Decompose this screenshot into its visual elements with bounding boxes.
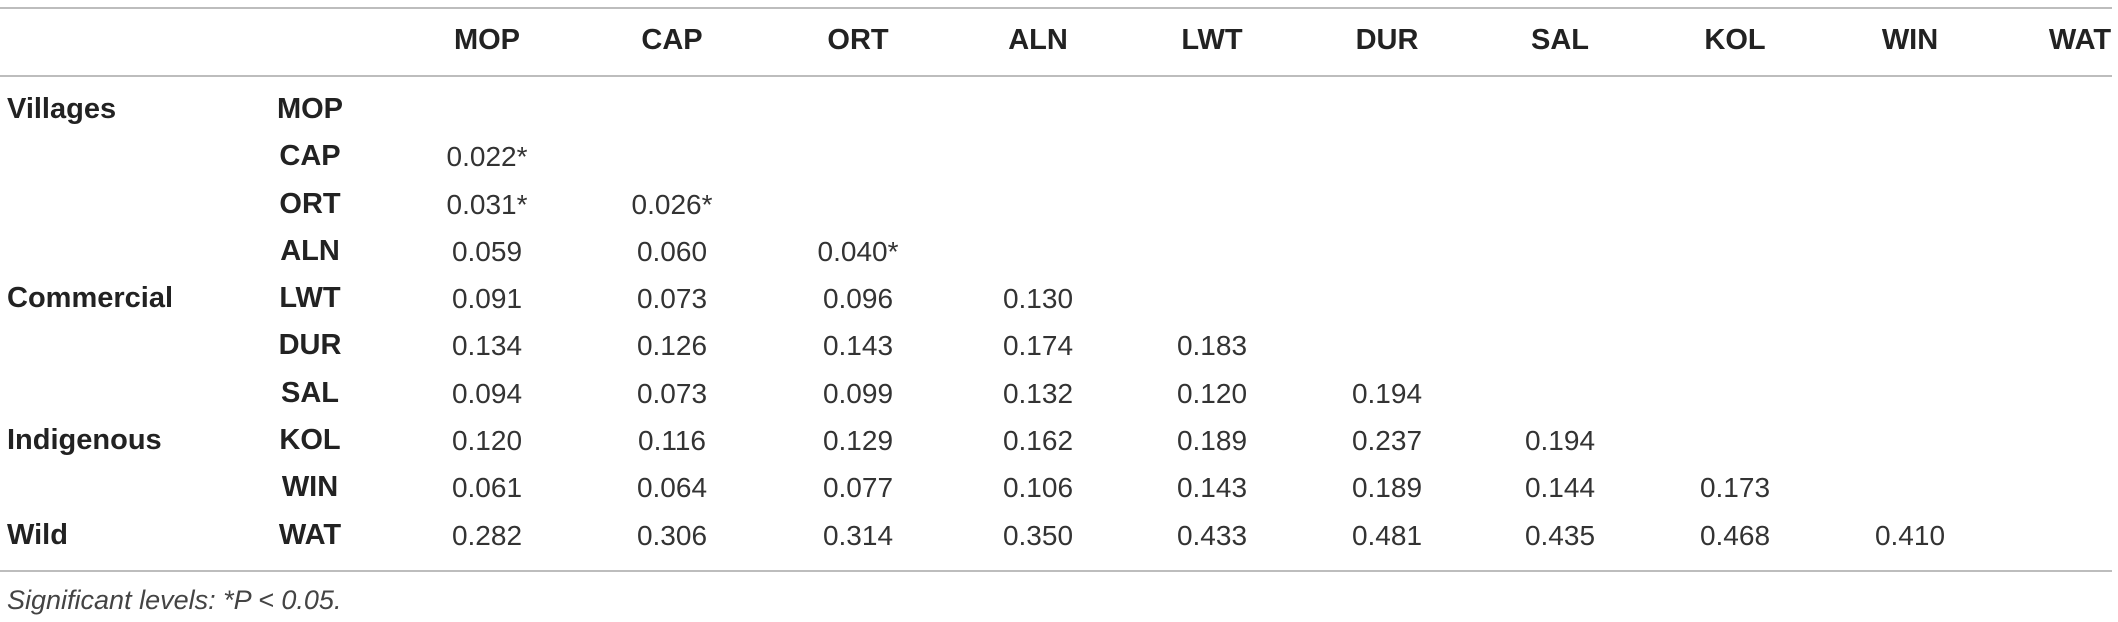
table-cell: 0.237 — [1351, 425, 1423, 457]
column-header: WAT — [2048, 24, 2112, 56]
table-row: Wild WAT 0.282 0.306 0.314 0.350 0.433 0.481 0.4… — [0, 512, 2112, 559]
table-row: ORT 0.031* 0.026* — [0, 181, 2112, 228]
table-cell: 0.073 — [636, 283, 708, 315]
table-cell: 0.468 — [1699, 519, 1771, 551]
row-label: ORT — [279, 187, 341, 220]
table-row: SAL 0.094 0.073 0.099 0.132 0.120 0.194 — [0, 370, 2112, 417]
table-row: CAP 0.022* — [0, 133, 2112, 180]
bottom-rule — [0, 570, 2112, 572]
column-header: MOP — [453, 24, 521, 56]
table-cell: 0.022* — [446, 141, 528, 173]
table-row: Villages MOP — [0, 86, 2112, 133]
table-cell: 0.183 — [1176, 330, 1248, 362]
table-body: Villages MOP CAP 0.022* ORT 0.031* 0.026* ALN 0.… — [0, 86, 2112, 559]
group-label: Indigenous — [7, 424, 162, 457]
header-row: MOP CAP ORT ALN LWT DUR SAL KOL WIN WAT — [0, 7, 2112, 75]
group-label: Commercial — [7, 282, 174, 315]
table-cell: 0.194 — [1524, 425, 1596, 457]
table-cell: 0.031* — [446, 188, 528, 220]
table-cell: 0.314 — [822, 519, 894, 551]
row-label: CAP — [279, 140, 341, 173]
table-cell: 0.094 — [451, 377, 523, 409]
table-cell: 0.173 — [1699, 472, 1771, 504]
table-cell: 0.060 — [636, 235, 708, 267]
column-header: CAP — [641, 24, 703, 56]
table-cell: 0.189 — [1176, 425, 1248, 457]
table-cell: 0.162 — [1002, 425, 1074, 457]
row-label: ALN — [280, 234, 340, 267]
table-cell: 0.410 — [1874, 519, 1946, 551]
column-header: SAL — [1531, 24, 1589, 56]
row-label: KOL — [279, 424, 341, 457]
table-cell: 0.073 — [636, 377, 708, 409]
column-header: ALN — [1008, 24, 1068, 56]
table-cell: 0.064 — [636, 472, 708, 504]
table-cell: 0.306 — [636, 519, 708, 551]
table-cell: 0.189 — [1351, 472, 1423, 504]
column-header: ORT — [827, 24, 889, 56]
table-cell: 0.282 — [451, 519, 523, 551]
table-cell: 0.126 — [636, 330, 708, 362]
row-label: WAT — [278, 518, 342, 551]
table-cell: 0.106 — [1002, 472, 1074, 504]
top-rule — [0, 7, 2112, 9]
header-rule — [0, 75, 2112, 77]
table-cell: 0.129 — [822, 425, 894, 457]
group-label: Villages — [7, 93, 117, 125]
table-cell: 0.059 — [451, 235, 523, 267]
table-cell: 0.143 — [1176, 472, 1248, 504]
column-header: WIN — [1881, 24, 1939, 56]
table-cell: 0.134 — [451, 330, 523, 362]
table-cell: 0.174 — [1002, 330, 1074, 362]
row-label: LWT — [279, 282, 341, 315]
table-row: ALN 0.059 0.060 0.040* — [0, 228, 2112, 275]
column-header: LWT — [1181, 24, 1243, 56]
table-row: WIN 0.061 0.064 0.077 0.106 0.143 0.189 0.144 0.… — [0, 464, 2112, 511]
table-cell: 0.130 — [1002, 283, 1074, 315]
table-row: DUR 0.134 0.126 0.143 0.174 0.183 — [0, 322, 2112, 369]
row-label: WIN — [281, 471, 339, 504]
column-header: KOL — [1704, 24, 1766, 56]
column-header: DUR — [1355, 24, 1419, 56]
table-cell: 0.099 — [822, 377, 894, 409]
table-cell: 0.144 — [1524, 472, 1596, 504]
table-cell: 0.096 — [822, 283, 894, 315]
footnote: Significant levels: *P < 0.05. — [7, 585, 342, 615]
row-label: DUR — [278, 329, 342, 362]
table-cell: 0.481 — [1351, 519, 1423, 551]
table-cell: 0.040* — [817, 235, 899, 267]
table-cell: 0.132 — [1002, 377, 1074, 409]
table-cell: 0.091 — [451, 283, 523, 315]
table-cell: 0.143 — [822, 330, 894, 362]
table-cell: 0.350 — [1002, 519, 1074, 551]
table-cell: 0.061 — [451, 472, 523, 504]
table-cell: 0.194 — [1351, 377, 1423, 409]
table-cell: 0.077 — [822, 472, 894, 504]
table-cell: 0.120 — [451, 425, 523, 457]
group-label: Wild — [7, 518, 68, 551]
row-label: MOP — [276, 93, 344, 125]
table-cell: 0.433 — [1176, 519, 1248, 551]
table-cell: 0.435 — [1524, 519, 1596, 551]
row-label: SAL — [281, 376, 339, 409]
table-cell: 0.026* — [631, 188, 713, 220]
table-row: Indigenous KOL 0.120 0.116 0.129 0.162 0.189 0.… — [0, 417, 2112, 464]
table-cell: 0.120 — [1176, 377, 1248, 409]
table-row: Commercial LWT 0.091 0.073 0.096 0.130 — [0, 275, 2112, 322]
table-cell: 0.116 — [638, 425, 706, 457]
